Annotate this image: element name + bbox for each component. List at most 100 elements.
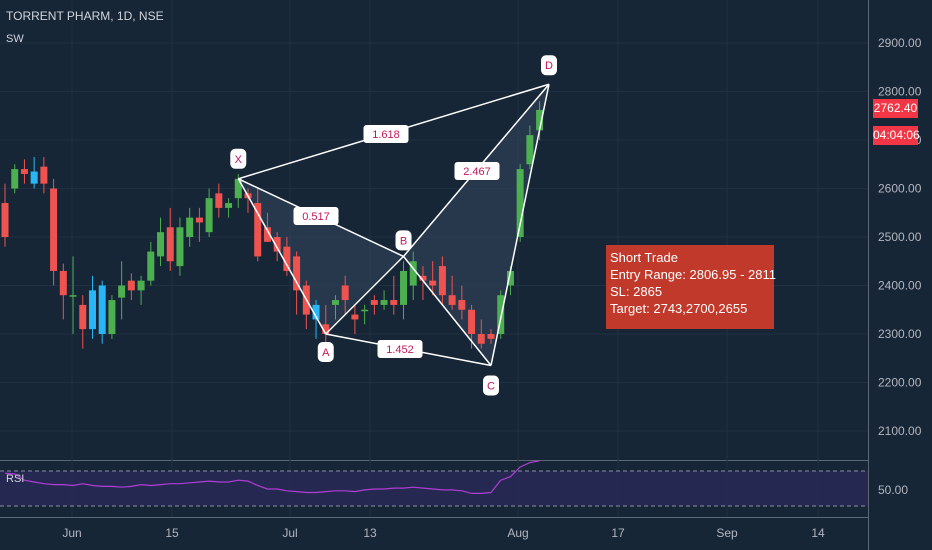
candle-body bbox=[283, 246, 291, 271]
rsi-label: RSI bbox=[6, 473, 25, 485]
candle-body bbox=[157, 232, 165, 257]
time-tick-label: Jul bbox=[282, 526, 297, 540]
trade-entry: Entry Range: 2806.95 - 2811 bbox=[610, 267, 776, 282]
trade-sl: SL: 2865 bbox=[610, 284, 663, 299]
price-tick-label: 2100.00 bbox=[878, 424, 922, 438]
candle-body bbox=[225, 203, 233, 208]
candle-body bbox=[215, 193, 223, 208]
bc-leg bbox=[402, 255, 492, 366]
candle-body bbox=[205, 198, 213, 233]
ratio-box bbox=[454, 162, 500, 180]
candle-body bbox=[370, 300, 378, 305]
time-tick-label: 13 bbox=[363, 526, 377, 540]
candle-body bbox=[147, 251, 155, 281]
time-tick-label: Aug bbox=[507, 526, 528, 540]
rsi-band bbox=[0, 471, 868, 506]
candle-body bbox=[419, 275, 427, 281]
time-tick-label: 14 bbox=[811, 526, 825, 540]
ratio-label: 2.467 bbox=[463, 166, 491, 178]
candle-body bbox=[127, 280, 135, 291]
candle-body bbox=[526, 135, 534, 165]
pattern-point-label: B bbox=[400, 235, 407, 247]
pattern-point-label: C bbox=[487, 381, 495, 393]
candle-body bbox=[458, 300, 466, 310]
candle-body bbox=[186, 217, 194, 237]
candle-body bbox=[380, 300, 388, 305]
candle-body bbox=[400, 270, 408, 305]
ratio-label: 1.618 bbox=[372, 129, 400, 141]
candle-body bbox=[293, 256, 301, 291]
xab-triangle bbox=[238, 178, 404, 334]
candle-body bbox=[69, 295, 77, 297]
candle-body bbox=[234, 178, 242, 199]
candle-body bbox=[59, 270, 67, 296]
candle-body bbox=[98, 285, 106, 334]
trade-target: Target: 2743,2700,2655 bbox=[610, 301, 748, 316]
time-tick-label: 15 bbox=[165, 526, 179, 540]
candle-body bbox=[331, 300, 339, 305]
time-tick-label: Sep bbox=[716, 526, 738, 540]
candle-body bbox=[409, 261, 417, 286]
candle-body bbox=[88, 290, 96, 330]
candle-body bbox=[137, 280, 145, 291]
candle-body bbox=[312, 304, 320, 320]
bcd-triangle bbox=[403, 84, 549, 366]
pattern-point-box bbox=[317, 342, 334, 362]
candle-body bbox=[1, 203, 9, 237]
price-tick-label: 2900.00 bbox=[878, 36, 922, 50]
candle-body bbox=[468, 309, 476, 334]
pattern-point-label: X bbox=[235, 154, 243, 166]
candle-body bbox=[429, 280, 437, 286]
candle-body bbox=[40, 166, 48, 184]
trade-title: Short Trade bbox=[610, 250, 678, 265]
candle-body bbox=[487, 334, 495, 339]
candle-body bbox=[166, 227, 174, 262]
price-tick-label: 2400.00 bbox=[878, 279, 922, 293]
candle-body bbox=[273, 237, 281, 252]
candle-body bbox=[438, 266, 446, 296]
price-tick-label: 2500.00 bbox=[878, 230, 922, 244]
ratio-label: 1.452 bbox=[386, 344, 414, 356]
ratio-box bbox=[377, 340, 423, 358]
candle-body bbox=[351, 314, 359, 320]
price-tick-label: 2800.00 bbox=[878, 85, 922, 99]
candle-body bbox=[516, 169, 524, 237]
ratio-box bbox=[363, 125, 409, 143]
candle-body bbox=[341, 285, 349, 301]
price-tick-label: 2200.00 bbox=[878, 376, 922, 390]
candle-body bbox=[195, 217, 203, 223]
pattern-point-box bbox=[230, 148, 247, 169]
candle-body bbox=[506, 270, 514, 286]
rsi-line bbox=[4, 460, 540, 494]
candle-body bbox=[176, 227, 184, 267]
candle-body bbox=[118, 285, 126, 298]
candle-body bbox=[20, 169, 28, 174]
candle-body bbox=[254, 203, 262, 257]
candle-body bbox=[79, 304, 87, 330]
candle-body bbox=[390, 300, 398, 305]
candle-body bbox=[322, 324, 330, 334]
chart-title: TORRENT PHARM, 1D, NSE bbox=[6, 9, 164, 23]
price-tick-label: 2600.00 bbox=[878, 182, 922, 196]
indicator-label: SW bbox=[6, 33, 24, 45]
rsi-tick-label: 50.00 bbox=[878, 483, 908, 497]
candle-body bbox=[448, 295, 456, 305]
cd-leg bbox=[490, 84, 550, 366]
xa-leg bbox=[237, 178, 327, 335]
time-tick-label: Jun bbox=[62, 526, 81, 540]
candle-body bbox=[536, 109, 544, 131]
candle-body bbox=[497, 295, 505, 334]
pattern-point-box bbox=[395, 230, 412, 251]
last-price-tag: 2762.40 bbox=[873, 99, 918, 118]
candle-body bbox=[361, 309, 369, 312]
candle-body bbox=[30, 171, 38, 184]
price-tick-label: 2300.00 bbox=[878, 327, 922, 341]
pattern-point-label: A bbox=[322, 347, 330, 359]
ab-leg bbox=[325, 255, 405, 335]
candle-body bbox=[50, 188, 58, 271]
time-tick-label: 17 bbox=[611, 526, 625, 540]
candle-body bbox=[263, 227, 271, 242]
trade-annotation: Short Trade Entry Range: 2806.95 - 2811 … bbox=[606, 245, 776, 329]
candle-body bbox=[108, 300, 116, 334]
